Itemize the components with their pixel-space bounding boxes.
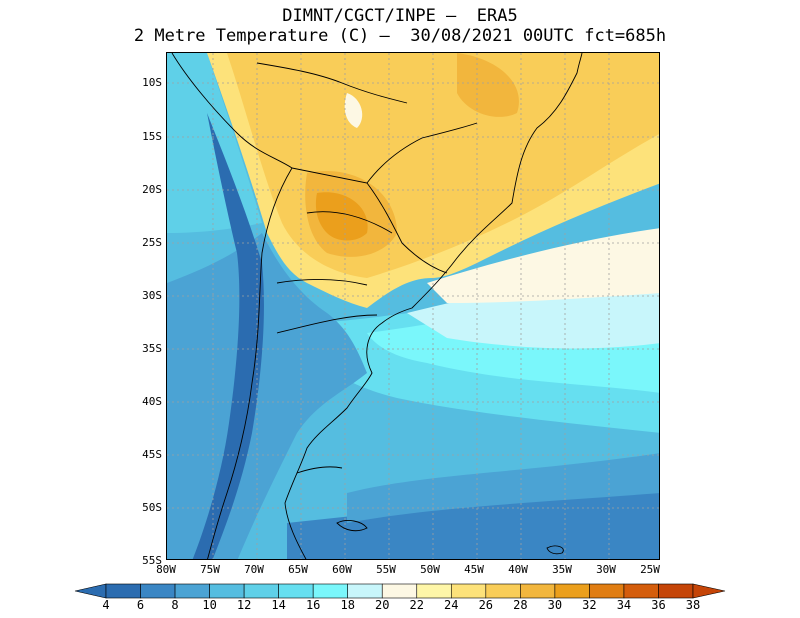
colorbar-label: 22 bbox=[409, 598, 424, 612]
colorbar-box bbox=[554, 583, 590, 599]
colorbar-box bbox=[347, 583, 383, 599]
colorbar-label: 20 bbox=[375, 598, 390, 612]
colorbar-box bbox=[209, 583, 245, 599]
colorbar-label: 34 bbox=[616, 598, 632, 612]
colorbar-label: 10 bbox=[202, 598, 217, 612]
colorbar-box bbox=[416, 583, 452, 599]
colorbar-label: 14 bbox=[271, 598, 286, 612]
colorbar-box bbox=[658, 583, 694, 599]
colorbar-label: 30 bbox=[547, 598, 563, 612]
colorbar-label: 24 bbox=[444, 598, 459, 612]
colorbar-box bbox=[312, 583, 349, 599]
colorbar-label: 6 bbox=[136, 598, 145, 612]
lat-label-15s: 15S bbox=[142, 130, 162, 143]
lon-label-30w: 30W bbox=[596, 563, 616, 576]
temperature-map bbox=[166, 52, 660, 560]
colorbar-label: 38 bbox=[685, 598, 701, 612]
andes-cold-ridge bbox=[192, 113, 264, 559]
colorbar-label: 18 bbox=[340, 598, 355, 612]
lon-label-70w: 70W bbox=[244, 563, 264, 576]
lon-label-35w: 35W bbox=[552, 563, 572, 576]
temperature-field bbox=[167, 53, 659, 559]
lat-label-10s: 10S bbox=[142, 76, 162, 89]
lon-label-25w: 25W bbox=[640, 563, 660, 576]
colorbar-arrow-low bbox=[74, 583, 107, 599]
lat-label-20s: 20S bbox=[142, 183, 162, 196]
lat-label-35s: 35S bbox=[142, 342, 162, 355]
lat-label-30s: 30S bbox=[142, 289, 162, 302]
colorbar-box bbox=[243, 583, 279, 599]
lon-label-65w: 65W bbox=[288, 563, 308, 576]
lat-label-50s: 50S bbox=[142, 501, 162, 514]
colorbar-box bbox=[174, 583, 210, 599]
ocean-band-20 bbox=[427, 228, 659, 303]
colorbar-box bbox=[520, 583, 556, 599]
colorbar-boxes bbox=[74, 583, 726, 599]
lon-label-45w: 45W bbox=[464, 563, 484, 576]
chaco-hotspot-30 bbox=[315, 192, 368, 241]
brazil-hotspot bbox=[457, 53, 519, 117]
lat-label-40s: 40S bbox=[142, 395, 162, 408]
cold-ocean-south bbox=[287, 483, 659, 559]
colorbar-label: 26 bbox=[478, 598, 494, 612]
patagonia-cool bbox=[167, 233, 367, 559]
colorbar-label: 16 bbox=[305, 598, 321, 612]
lon-label-40w: 40W bbox=[508, 563, 528, 576]
colorbar-box bbox=[105, 583, 141, 599]
map-title-line1: DIMNT/CGCT/INPE – ERA5 bbox=[282, 6, 518, 26]
bolivia-cool-patch bbox=[344, 93, 363, 128]
lon-label-55w: 55W bbox=[376, 563, 396, 576]
map-title-line2: 2 Metre Temperature (C) – 30/08/2021 00U… bbox=[133, 26, 667, 46]
colorbar-box bbox=[381, 583, 418, 599]
lon-label-80w: 80W bbox=[156, 563, 176, 576]
colorbar-label: 12 bbox=[236, 598, 252, 612]
lat-label-55s: 55S bbox=[142, 554, 162, 567]
coastlines-borders bbox=[171, 53, 583, 559]
colorbar-box bbox=[140, 583, 176, 599]
lat-label-25s: 25S bbox=[142, 236, 162, 249]
cool-ocean-band bbox=[347, 453, 659, 523]
colorbar-label: 36 bbox=[651, 598, 666, 612]
colorbar-label: 32 bbox=[582, 598, 597, 612]
colorbar-box bbox=[278, 583, 314, 599]
colorbar-box bbox=[485, 583, 521, 599]
colorbar-label: 28 bbox=[513, 598, 528, 612]
colorbar-label: 8 bbox=[171, 598, 179, 612]
lon-label-60w: 60W bbox=[332, 563, 352, 576]
colorbar-box bbox=[623, 583, 659, 599]
graticule bbox=[167, 53, 659, 559]
colorbar-arrow-high bbox=[692, 583, 726, 599]
lon-label-75w: 75W bbox=[200, 563, 220, 576]
lat-label-45s: 45S bbox=[142, 448, 162, 461]
colorbar-label: 4 bbox=[102, 598, 110, 612]
colorbar-box bbox=[450, 583, 487, 599]
lon-label-50w: 50W bbox=[420, 563, 440, 576]
colorbar-box bbox=[589, 583, 625, 599]
